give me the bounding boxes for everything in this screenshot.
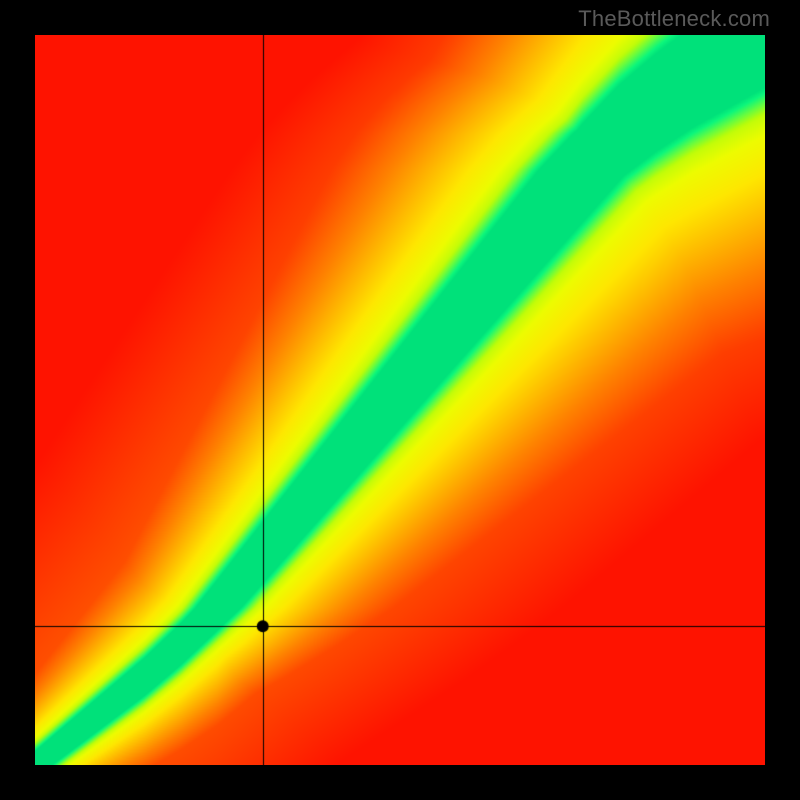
heatmap-canvas — [35, 35, 765, 765]
heatmap-plot-area — [35, 35, 765, 765]
watermark-text: TheBottleneck.com — [578, 6, 770, 32]
